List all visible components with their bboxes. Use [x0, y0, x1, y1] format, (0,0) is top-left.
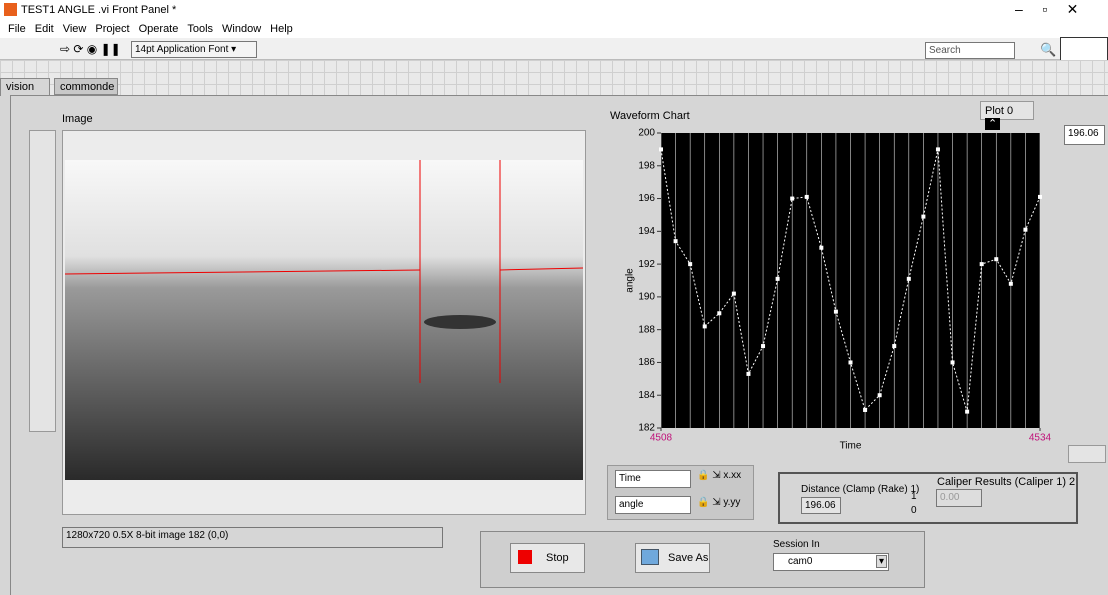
- data-point: [863, 408, 867, 412]
- data-point: [849, 360, 853, 364]
- overlay-line: [65, 270, 420, 274]
- data-point: [1038, 195, 1042, 199]
- data-point: [1023, 228, 1027, 232]
- data-point: [907, 277, 911, 281]
- data-point: [1009, 282, 1013, 286]
- y-axis-label: angle: [625, 268, 636, 293]
- data-point: [878, 393, 882, 397]
- data-point: [921, 215, 925, 219]
- y-tick-label: 194: [638, 226, 655, 237]
- session-label: Session In: [773, 539, 820, 550]
- front-panel: TEST1 ANGLE .vi Front Panel * – ▫ ✕ File…: [0, 0, 1108, 595]
- overlay-line: [500, 268, 583, 270]
- data-point: [659, 147, 663, 151]
- image-status: 1280x720 0.5X 8-bit image 182 (0,0): [62, 527, 443, 548]
- array-index[interactable]: 1: [911, 491, 917, 502]
- array-index[interactable]: 0: [911, 505, 917, 516]
- x-tick-label: 4508: [650, 433, 673, 444]
- data-point: [732, 292, 736, 296]
- scale-buttons[interactable]: 🔒 ⇲ x.xx: [697, 470, 741, 481]
- caliper-title: Caliper Results (Caliper 1) 2: [937, 476, 1075, 488]
- data-point: [994, 257, 998, 261]
- data-point: [834, 310, 838, 314]
- stop-icon: [518, 550, 532, 564]
- session-value: cam0: [788, 556, 812, 567]
- y-tick-label: 186: [638, 357, 655, 368]
- data-point: [892, 344, 896, 348]
- data-point: [674, 239, 678, 243]
- x-axis-label: Time: [840, 441, 862, 452]
- data-point: [703, 324, 707, 328]
- data-point: [776, 277, 780, 281]
- y-tick-label: 200: [638, 128, 655, 139]
- window-controls[interactable]: – ▫ ✕: [1015, 1, 1078, 18]
- digital-display: 196.06: [1064, 125, 1105, 145]
- object-blob: [424, 315, 496, 329]
- data-point: [819, 246, 823, 250]
- save-icon: [641, 549, 659, 565]
- data-point: [746, 372, 750, 376]
- data-point: [761, 344, 765, 348]
- session-combo[interactable]: cam0▾: [773, 553, 889, 571]
- data-point: [805, 195, 809, 199]
- distance-label: Distance (Clamp (Rake) 1): [801, 484, 919, 495]
- data-point: [965, 410, 969, 414]
- y-tick-label: 184: [638, 390, 655, 401]
- plot-legend[interactable]: Plot 0 ⌃: [980, 101, 1034, 120]
- y-tick-label: 190: [638, 292, 655, 303]
- image-overlay: [0, 0, 600, 520]
- data-point: [936, 147, 940, 151]
- search-box[interactable]: Search: [925, 42, 1015, 59]
- distance-value: 196.06: [801, 497, 841, 514]
- y-scale-name: angle: [615, 496, 691, 514]
- data-point: [980, 262, 984, 266]
- search-icon[interactable]: 🔍: [1040, 42, 1056, 58]
- data-point: [790, 197, 794, 201]
- stop-text: Stop: [546, 552, 569, 564]
- y-tick-label: 192: [638, 259, 655, 270]
- data-point: [717, 311, 721, 315]
- y-tick-label: 196: [638, 193, 655, 204]
- caliper-field: 0.00: [936, 489, 982, 507]
- graph-palette[interactable]: [1068, 445, 1106, 463]
- x-scale-name: Time: [615, 470, 691, 488]
- scale-buttons[interactable]: 🔒 ⇲ y.yy: [697, 497, 740, 508]
- data-point: [688, 262, 692, 266]
- data-point: [951, 360, 955, 364]
- x-tick-label: 4534: [1029, 433, 1052, 444]
- y-tick-label: 198: [638, 160, 655, 171]
- y-tick-label: 188: [638, 324, 655, 335]
- save-text: Save As: [668, 552, 708, 564]
- plot-name: Plot 0: [985, 105, 1013, 117]
